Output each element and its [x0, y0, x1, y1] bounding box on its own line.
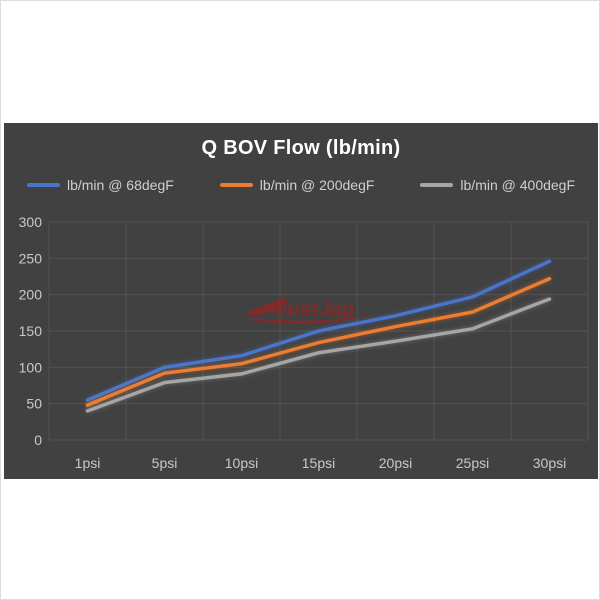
chart-title: Q BOV Flow (lb/min) [201, 137, 401, 159]
y-tick-label: 100 [19, 359, 43, 375]
y-axis-labels: 0 50 100 150 200 250 300 [19, 214, 43, 448]
justjap-watermark: JustJap [242, 296, 378, 324]
series-line-0 [85, 259, 552, 402]
chart-legend: lb/min @ 68degF lb/min @ 200degF lb/min @ … [4, 177, 598, 193]
legend-item-0: lb/min @ 68degF [26, 177, 174, 193]
x-tick-label: 10psi [225, 455, 258, 471]
legend-line-swatch [219, 183, 253, 187]
legend-label: lb/min @ 68degF [66, 177, 174, 193]
legend-label: lb/min @ 400degF [460, 177, 576, 193]
x-tick-label: 5psi [152, 455, 178, 471]
x-tick-label: 30psi [533, 455, 566, 471]
plot-area: 0 50 100 150 200 250 300 1psi 5psi 10psi 15psi 20p… [19, 214, 589, 471]
y-tick-label: 250 [19, 250, 43, 266]
legend-item-1: lb/min @ 200degF [219, 177, 375, 193]
legend-line-swatch [26, 183, 60, 187]
legend-line-swatch [420, 183, 454, 187]
legend-item-2: lb/min @ 400degF [420, 177, 575, 193]
y-tick-label: 300 [19, 214, 43, 230]
y-tick-label: 150 [19, 323, 43, 339]
legend-label: lb/min @ 200degF [259, 177, 375, 193]
x-tick-label: 1psi [75, 455, 101, 471]
chart-panel: Q BOV Flow (lb/min) lb/min @ 68degF lb/mi… [4, 123, 598, 479]
x-tick-label: 25psi [456, 455, 489, 471]
watermark-swoosh-icon [250, 314, 378, 324]
series-line-2 [85, 297, 552, 413]
watermark-text: JustJap [275, 298, 355, 321]
x-tick-label: 15psi [302, 455, 335, 471]
x-axis-labels: 1psi 5psi 10psi 15psi 20psi 25psi 30psi [75, 455, 567, 471]
y-tick-label: 50 [26, 396, 42, 412]
series-lines [85, 259, 552, 413]
series-line-1 [85, 276, 552, 407]
watermark-arrow-icon [242, 296, 288, 315]
y-tick-label: 0 [34, 432, 42, 448]
x-tick-label: 20psi [379, 455, 412, 471]
y-tick-label: 200 [19, 287, 43, 303]
